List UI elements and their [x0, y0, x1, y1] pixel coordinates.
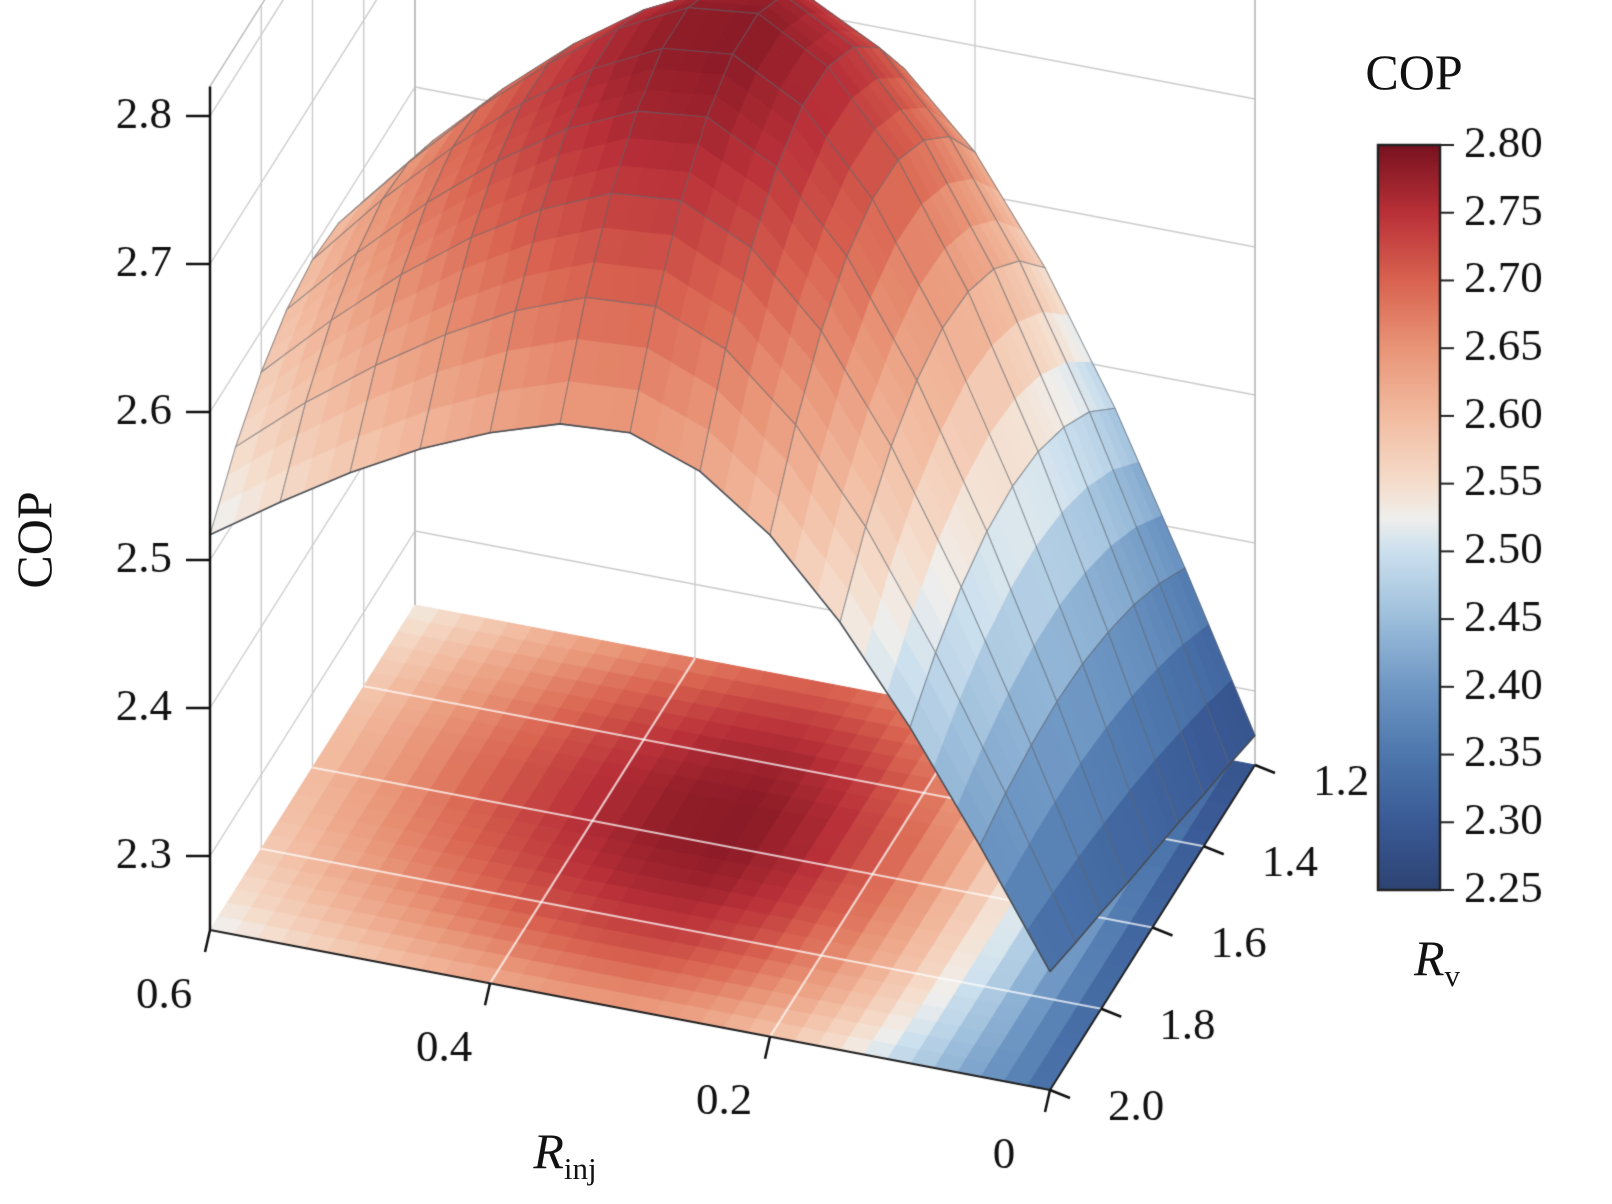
y-axis-title-subscript: v: [1444, 958, 1461, 993]
x-axis-title-symbol: R: [533, 1123, 564, 1179]
x-axis-title-subscript: inj: [563, 1151, 597, 1186]
y-axis-title-symbol: R: [1413, 930, 1445, 986]
colorbar-title: COP: [1365, 44, 1463, 100]
z-axis-title: COP: [6, 491, 62, 589]
x-axis-title: Rinj: [533, 1126, 596, 1184]
y-axis-title: Rv: [1414, 933, 1460, 991]
